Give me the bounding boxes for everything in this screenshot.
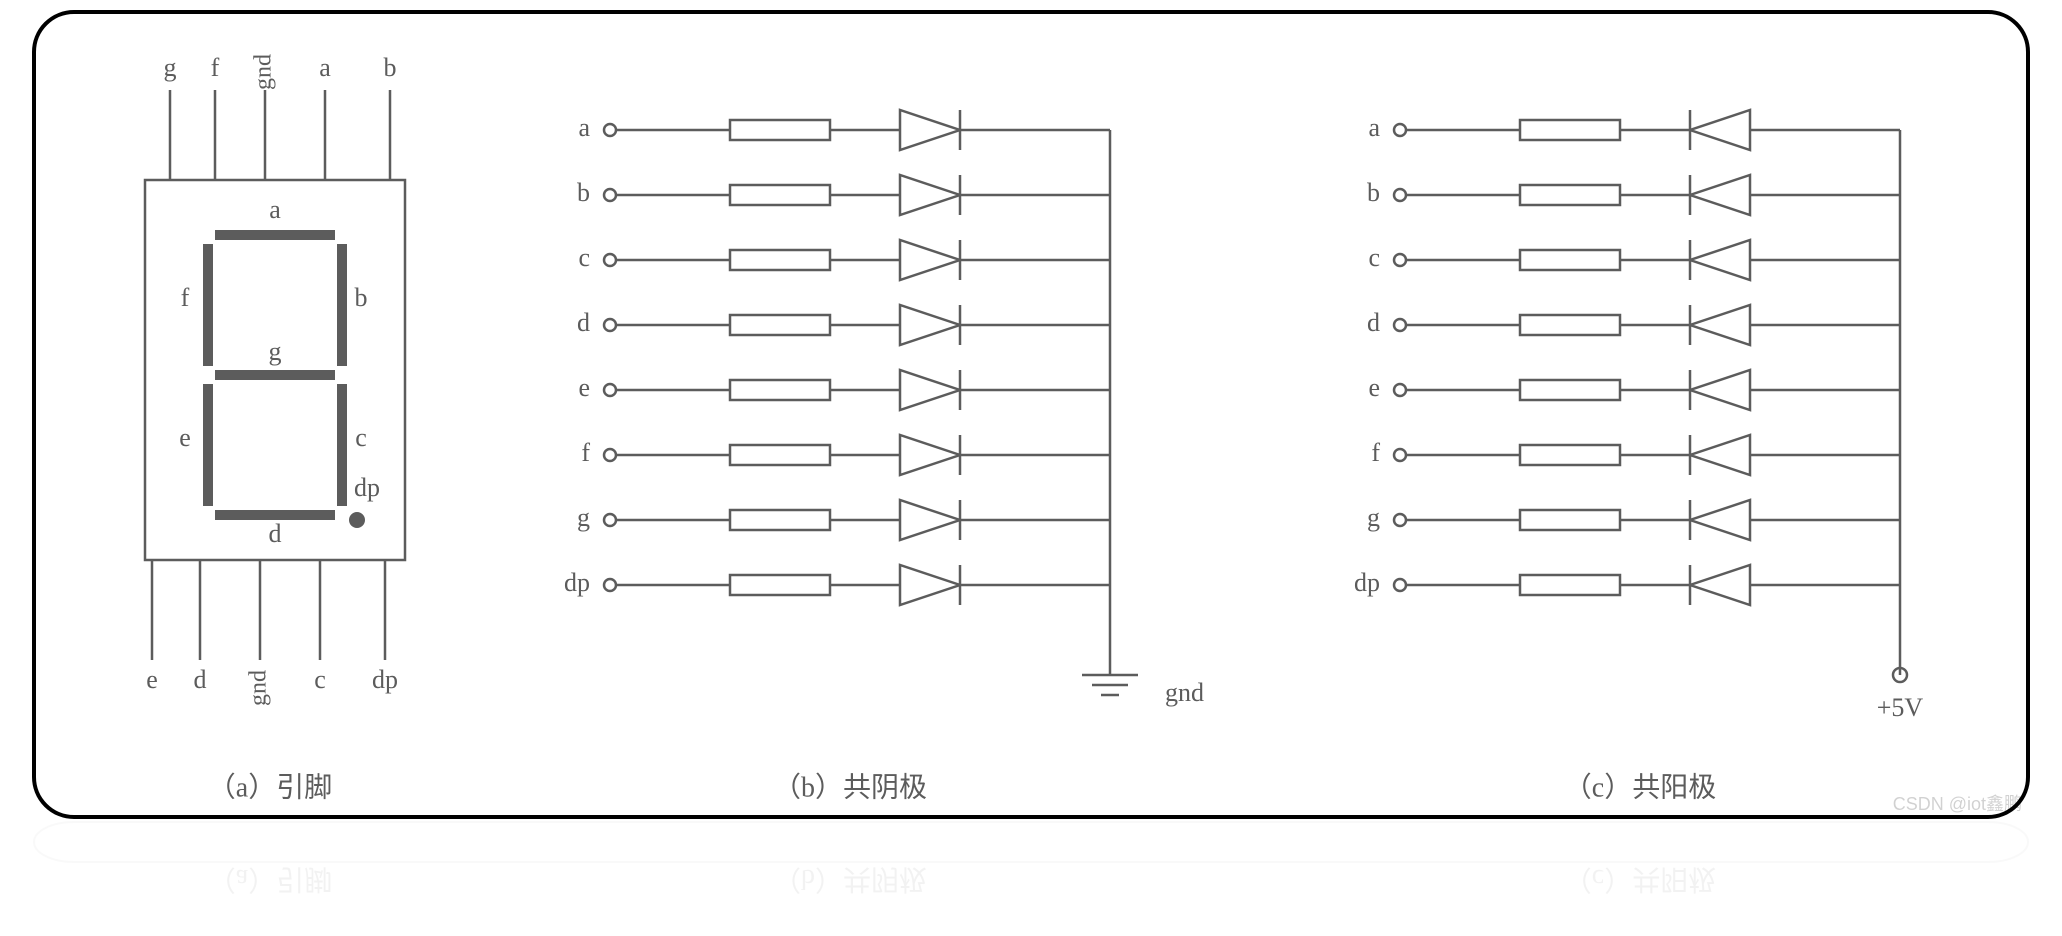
svg-text:（c）共阳极: （c）共阳极 [1564, 863, 1716, 895]
svg-text:f: f [1371, 438, 1380, 467]
svg-text:d: d [194, 665, 207, 694]
svg-text:d: d [1367, 308, 1380, 337]
svg-text:（a）引脚: （a）引脚 [208, 771, 332, 803]
svg-text:dp: dp [1354, 568, 1380, 597]
svg-text:c: c [578, 243, 590, 272]
svg-text:dp: dp [354, 473, 380, 502]
svg-text:c: c [314, 665, 326, 694]
svg-text:（b）共阴极: （b）共阴极 [773, 771, 927, 803]
svg-text:a: a [319, 53, 331, 82]
diagram-svg: g f gnd a b e d gnd c dp a g d f b e c dp （a）引脚 a b c d e f g dp gn… [0, 0, 2062, 936]
svg-text:a: a [1368, 113, 1380, 142]
svg-text:f: f [211, 53, 220, 82]
svg-text:dp: dp [372, 665, 398, 694]
svg-text:e: e [179, 423, 191, 452]
svg-text:（b）共阴极: （b）共阴极 [773, 863, 927, 895]
svg-text:d: d [269, 519, 282, 548]
svg-text:+5V: +5V [1877, 693, 1924, 722]
svg-text:g: g [577, 503, 590, 532]
svg-text:gnd: gnd [1165, 678, 1204, 707]
panel-c: a b c d e f g dp +5V （c）共阳极 [1354, 110, 1923, 803]
reflection: （a）引脚 （b）共阴极 （c）共阳极 [34, 822, 2028, 895]
panel-a: g f gnd a b e d gnd c dp a g d f b e c dp （a）引脚 [145, 53, 405, 803]
svg-text:e: e [1368, 373, 1380, 402]
svg-text:a: a [269, 195, 281, 224]
panel-b: a b c d e f g dp gnd （b）共阴极 [564, 110, 1204, 803]
svg-text:e: e [578, 373, 590, 402]
svg-text:b: b [355, 283, 368, 312]
svg-text:gnd: gnd [246, 670, 272, 706]
svg-text:a: a [578, 113, 590, 142]
svg-text:（c）共阳极: （c）共阳极 [1564, 771, 1716, 803]
svg-text:gnd: gnd [251, 54, 277, 90]
svg-text:b: b [384, 53, 397, 82]
svg-text:b: b [577, 178, 590, 207]
diagram-canvas: g f gnd a b e d gnd c dp a g d f b e c dp （a）引脚 a b c d e f g dp gn… [0, 0, 2062, 936]
svg-text:b: b [1367, 178, 1380, 207]
svg-text:e: e [146, 665, 158, 694]
watermark: CSDN @iot鑫鹏 [1893, 790, 2022, 816]
svg-text:f: f [181, 283, 190, 312]
svg-text:d: d [577, 308, 590, 337]
svg-text:c: c [355, 423, 367, 452]
svg-text:g: g [1367, 503, 1380, 532]
svg-text:g: g [164, 53, 177, 82]
svg-text:dp: dp [564, 568, 590, 597]
svg-text:（a）引脚: （a）引脚 [208, 863, 332, 895]
svg-text:f: f [581, 438, 590, 467]
svg-text:c: c [1368, 243, 1380, 272]
svg-text:g: g [269, 337, 282, 366]
